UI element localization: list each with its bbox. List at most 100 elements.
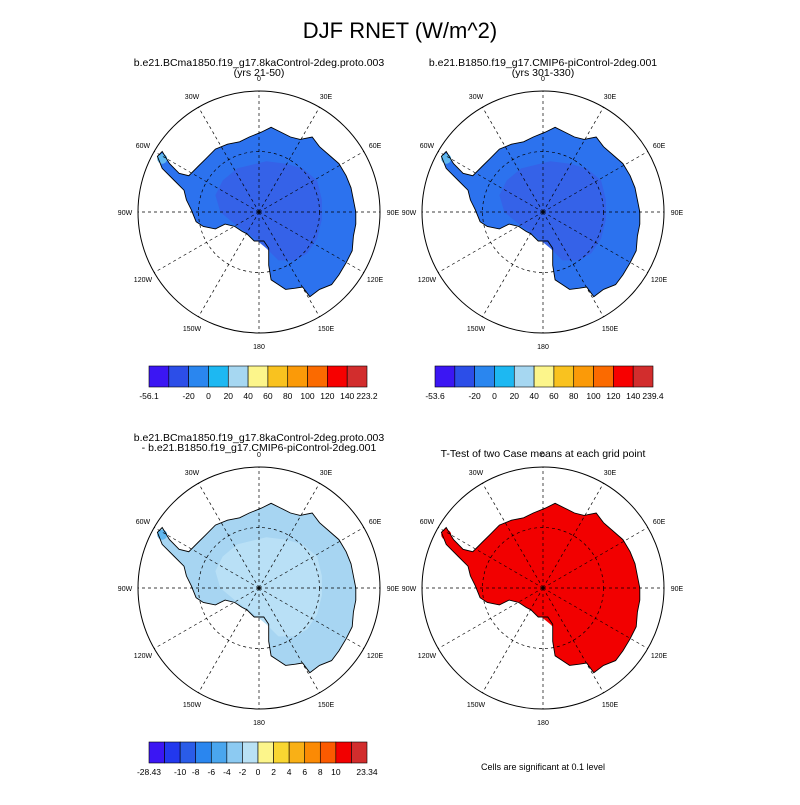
panel-title-line-2: (yrs 301-330) <box>512 67 574 79</box>
meridian-line <box>482 483 544 589</box>
colorbar-swatch <box>188 365 209 388</box>
longitude-label: 30E <box>320 470 333 477</box>
meridian-line <box>154 527 260 589</box>
longitude-label: 120E <box>367 277 384 284</box>
meridian-line <box>198 211 260 317</box>
longitude-label: 150E <box>318 326 335 333</box>
longitude-label: 60W <box>420 143 435 150</box>
meridian-line <box>258 483 320 589</box>
colorbar-label: 10 <box>331 767 341 777</box>
longitude-label: 90W <box>118 586 133 593</box>
colorbar-label: -20 <box>468 391 481 401</box>
colorbar-swatch <box>346 365 368 388</box>
colorbar-swatch <box>454 365 475 388</box>
map-panel-difference: b.e21.BCma1850.f19_g17.8kaControl-2deg.p… <box>118 432 400 727</box>
interior-shading <box>215 537 322 637</box>
colorbar-swatch <box>632 365 654 388</box>
longitude-label: 150W <box>183 702 202 709</box>
colorbar-label: 23.34 <box>356 767 378 777</box>
colorbar-label: 239.4 <box>642 391 664 401</box>
longitude-label: 180 <box>253 720 265 727</box>
colorbar-label: 2 <box>271 767 276 777</box>
longitude-label: 150E <box>318 702 335 709</box>
meridian-line <box>438 211 544 273</box>
longitude-label: 90E <box>671 586 684 593</box>
colorbar-label: -20 <box>182 391 195 401</box>
colorbar-label: 100 <box>300 391 314 401</box>
colorbar-swatch <box>335 741 352 764</box>
colorbar-label: 120 <box>606 391 620 401</box>
meridian-line <box>154 151 260 213</box>
figure-title: DJF RNET (W/m^2) <box>303 18 497 43</box>
longitude-label: 150W <box>183 326 202 333</box>
meridian-line <box>482 107 544 213</box>
meridian-line <box>542 107 604 213</box>
meridian-line <box>198 483 260 589</box>
meridian-line <box>258 151 364 213</box>
meridian-line <box>438 527 544 589</box>
map-panel-case2: b.e21.B1850.f19_g17.CMIP6-piControl-2deg… <box>402 57 684 351</box>
longitude-label: 120E <box>367 653 384 660</box>
meridian-line <box>438 151 544 213</box>
longitude-label: 90W <box>402 586 417 593</box>
meridian-line <box>258 211 320 317</box>
colorbar-label: 40 <box>529 391 539 401</box>
longitude-label: 30W <box>469 94 484 101</box>
colorbar-label: 40 <box>243 391 253 401</box>
colorbar-label: 4 <box>287 767 292 777</box>
colorbar-label: 20 <box>510 391 520 401</box>
longitude-label: 120W <box>418 653 437 660</box>
panel-title-line-1: b.e21.BCma1850.f19_g17.8kaControl-2deg.p… <box>134 57 385 69</box>
colorbar-label: -56.1 <box>139 391 159 401</box>
map-boundary <box>137 90 381 334</box>
meridian-line <box>542 587 648 649</box>
colorbar-swatch <box>164 741 181 764</box>
colorbar-swatch <box>319 741 337 764</box>
colorbar-swatch <box>210 741 228 764</box>
map-panel-case1: b.e21.BCma1850.f19_g17.8kaControl-2deg.p… <box>118 57 400 351</box>
longitude-label: 120E <box>651 653 668 660</box>
colorbar-swatch <box>195 741 212 764</box>
panel-title-line-2: - b.e21.B1850.f19_g17.CMIP6-piControl-2d… <box>142 442 377 454</box>
longitude-label: 60E <box>369 143 382 150</box>
colorbar-swatch <box>227 365 249 388</box>
map-boundary <box>421 466 665 710</box>
colorbar-swatch <box>304 741 321 764</box>
colorbar-label: 0 <box>206 391 211 401</box>
longitude-label: 30W <box>185 470 200 477</box>
colorbar-label: 223.2 <box>356 391 378 401</box>
interior-shading <box>499 537 606 637</box>
significance-footnote: Cells are significant at 0.1 level <box>481 762 605 772</box>
colorbar-label: 60 <box>549 391 559 401</box>
longitude-label: 0 <box>257 452 261 459</box>
longitude-label: 60E <box>653 519 666 526</box>
colorbar-label: 140 <box>340 391 354 401</box>
colorbar-label: -4 <box>223 767 231 777</box>
meridian-line <box>542 587 604 693</box>
colorbar-swatch <box>226 741 243 764</box>
longitude-label: 120W <box>134 653 153 660</box>
meridian-line <box>258 587 320 693</box>
colorbar-swatch <box>148 365 170 388</box>
colorbar-swatch <box>513 365 535 388</box>
longitude-label: 150E <box>602 326 619 333</box>
interior-shading <box>215 161 322 261</box>
colorbar-swatch <box>273 741 290 764</box>
meridian-line <box>542 211 604 317</box>
panel-title-line-1: T-Test of two Case means at each grid po… <box>441 448 646 460</box>
colorbar-swatch <box>553 365 575 388</box>
meridian-line <box>482 211 544 317</box>
colorbar-case1: -56.1 -20 0 20 40 60 80 100 120 140 223.2 <box>139 365 378 401</box>
longitude-label: 60W <box>136 519 151 526</box>
longitude-label: 90E <box>387 210 400 217</box>
colorbar-label: 80 <box>569 391 579 401</box>
colorbar-label: 6 <box>302 767 307 777</box>
colorbar-swatch <box>533 365 555 388</box>
colorbar-label: -6 <box>208 767 216 777</box>
longitude-label: 150W <box>467 326 486 333</box>
longitude-label: 60W <box>136 143 151 150</box>
map-panel-ttest: T-Test of two Case means at each grid po… <box>402 448 684 727</box>
coastline <box>440 502 641 674</box>
longitude-label: 60W <box>420 519 435 526</box>
colorbar-swatch <box>494 365 515 388</box>
